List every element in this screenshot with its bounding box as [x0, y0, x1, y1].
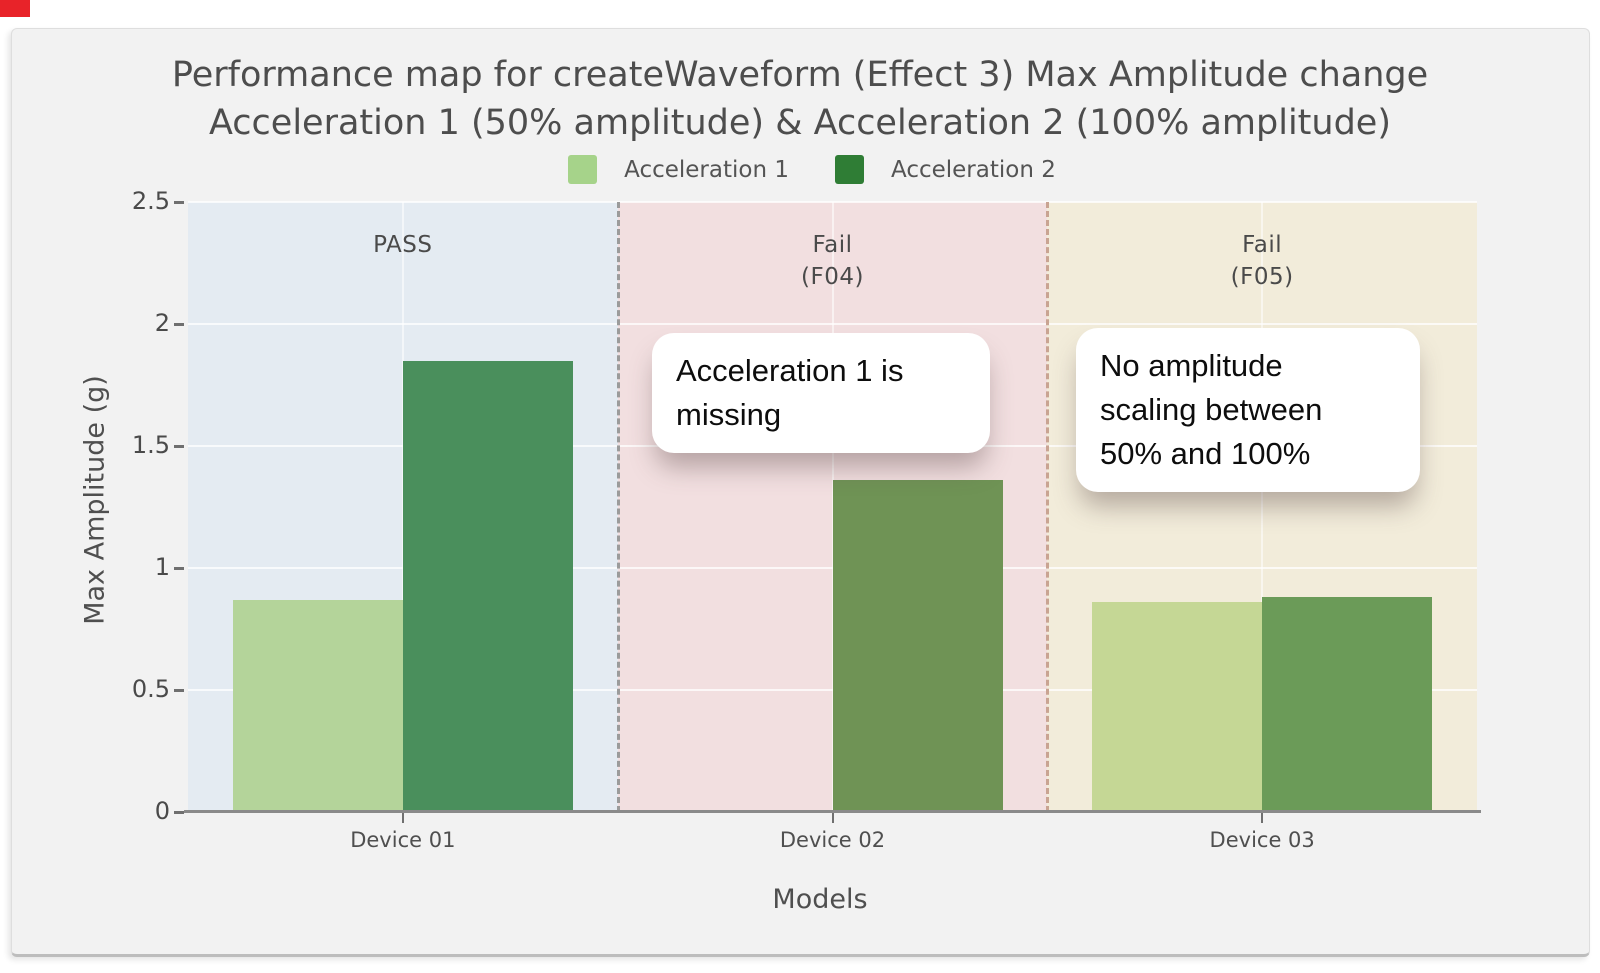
legend-swatch-acceleration-2: [835, 155, 864, 184]
bar-device-01-acceleration-1: [232, 600, 403, 812]
legend-label-acceleration-1: Acceleration 1: [624, 156, 789, 183]
status-label-fail: Fail (F05): [1230, 232, 1294, 290]
y-tick-label-0: 0: [154, 797, 170, 825]
annotation-callout-2: No amplitude scaling between 50% and 100%: [1076, 328, 1420, 492]
x-axis-title: Models: [772, 884, 868, 915]
plot-area: PASS Fail (F04) Fail (F05) 0 0.5 1 1.5 2 2.5 Devi…: [132, 187, 1481, 852]
legend-item-acceleration-2: Acceleration 2: [835, 155, 1056, 184]
chart-title-line1: Performance map for createWaveform (Effe…: [171, 55, 1429, 95]
y-tick-0.5: [174, 689, 184, 692]
y-axis-title: Max Amplitude (g): [79, 375, 111, 625]
bar-device-02-acceleration-2: [832, 480, 1003, 812]
annotation-callout-1: Acceleration 1 is missing: [652, 333, 990, 453]
y-tick-1.5: [174, 445, 184, 448]
region-separator-1: [616, 202, 620, 812]
x-tick-label-device-01: Device 01: [350, 828, 456, 852]
status-label-fail: Fail (F04): [801, 232, 864, 290]
bar-device-03-acceleration-1: [1092, 602, 1263, 812]
gridline-x-device-03: [1261, 202, 1264, 812]
y-tick-2: [174, 323, 184, 326]
x-tick-device-02: [831, 813, 834, 823]
x-tick-label-device-03: Device 03: [1209, 828, 1315, 852]
y-tick-1: [174, 567, 184, 570]
y-tick-label-0.5: 0.5: [131, 675, 170, 703]
legend-item-acceleration-1: Acceleration 1: [568, 155, 789, 184]
y-tick-0: [174, 811, 184, 814]
x-tick-device-03: [1261, 813, 1264, 823]
region-separator-2: [1046, 202, 1050, 812]
chart-title-line2: Acceleration 1 (50% amplitude) & Acceler…: [208, 103, 1391, 143]
x-tick-label-device-02: Device 02: [779, 828, 886, 852]
y-tick-2.5: [174, 201, 184, 204]
x-tick-device-01: [401, 813, 404, 823]
x-axis-line: [184, 810, 1481, 813]
y-tick-label-2.5: 2.5: [131, 187, 170, 215]
red-corner-mark: [0, 0, 30, 17]
bar-device-03-acceleration-2: [1262, 597, 1433, 812]
y-tick-label-1: 1: [154, 553, 170, 581]
chart-legend: Acceleration 1 Acceleration 2: [0, 155, 1600, 184]
bar-device-01-acceleration-2: [402, 361, 573, 812]
y-tick-label-2: 2: [154, 309, 170, 337]
legend-swatch-acceleration-1: [568, 155, 598, 184]
y-tick-label-1.5: 1.5: [131, 431, 170, 459]
status-label-pass: PASS: [373, 232, 433, 258]
legend-label-acceleration-2: Acceleration 2: [891, 156, 1056, 183]
